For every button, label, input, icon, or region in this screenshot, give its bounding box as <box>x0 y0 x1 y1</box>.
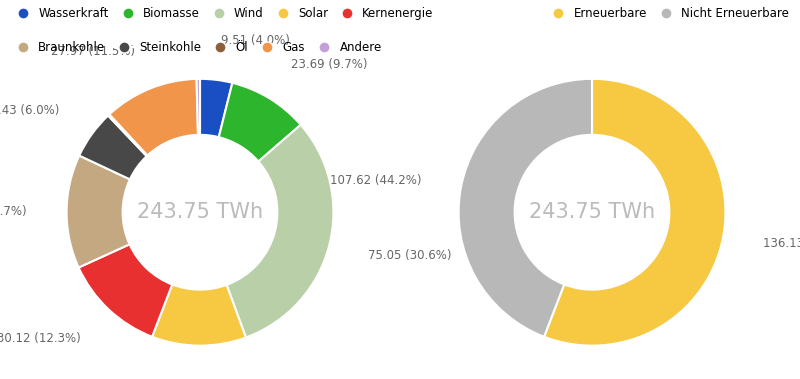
Wedge shape <box>152 285 246 346</box>
Wedge shape <box>108 114 147 156</box>
Legend: Braunkohle, Steinkohle, Öl, Gas, Andere: Braunkohle, Steinkohle, Öl, Gas, Andere <box>10 40 383 55</box>
Wedge shape <box>200 79 232 137</box>
Text: 136.13 (55.8%): 136.13 (55.8%) <box>762 237 800 251</box>
Text: 33.59 (13.7%): 33.59 (13.7%) <box>0 205 26 218</box>
Legend: Erneuerbare, Nicht Erneuerbare: Erneuerbare, Nicht Erneuerbare <box>545 6 790 21</box>
Wedge shape <box>66 155 130 268</box>
Wedge shape <box>544 79 726 346</box>
Wedge shape <box>197 79 200 135</box>
Text: 243.75 TWh: 243.75 TWh <box>137 202 263 222</box>
Wedge shape <box>79 116 146 179</box>
Text: 27.97 (11.5%): 27.97 (11.5%) <box>50 45 134 58</box>
Text: 75.05 (30.6%): 75.05 (30.6%) <box>368 249 451 262</box>
Text: 243.75 TWh: 243.75 TWh <box>529 202 655 222</box>
Wedge shape <box>110 79 198 155</box>
Wedge shape <box>458 79 592 337</box>
Wedge shape <box>226 125 334 338</box>
Text: 30.12 (12.3%): 30.12 (12.3%) <box>0 332 81 345</box>
Text: 9.51 (4.0%): 9.51 (4.0%) <box>222 34 290 47</box>
Wedge shape <box>218 83 301 161</box>
Legend: Wasserkraft, Biomasse, Wind, Solar, Kernenergie: Wasserkraft, Biomasse, Wind, Solar, Kern… <box>10 6 435 21</box>
Wedge shape <box>78 244 172 337</box>
Text: 23.69 (9.7%): 23.69 (9.7%) <box>290 58 367 71</box>
Text: 14.43 (6.0%): 14.43 (6.0%) <box>0 104 59 117</box>
Text: 107.62 (44.2%): 107.62 (44.2%) <box>330 174 422 187</box>
